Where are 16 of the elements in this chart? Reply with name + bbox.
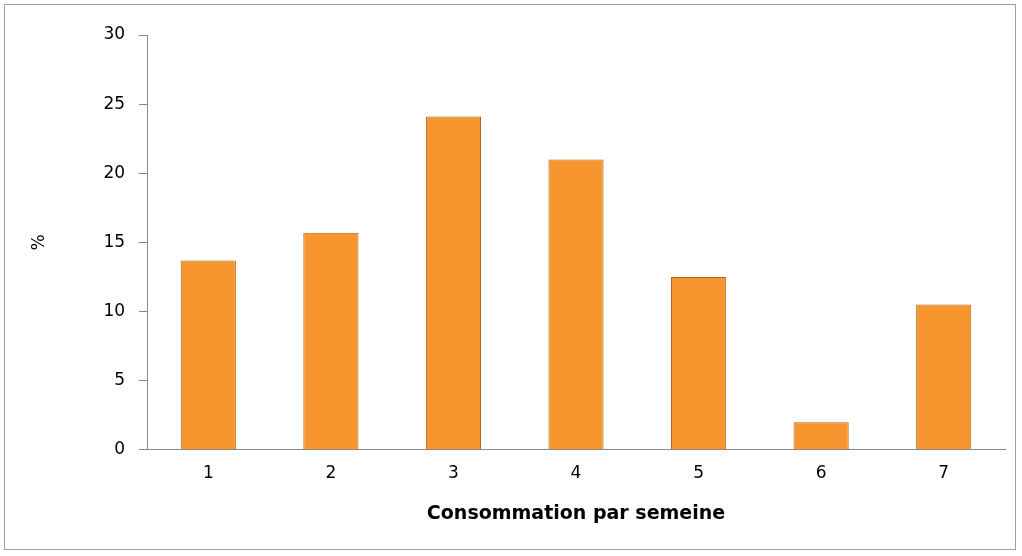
y-axis-title: % xyxy=(27,234,48,251)
x-tick-label: 2 xyxy=(325,462,337,483)
x-tick-label: 5 xyxy=(693,462,704,483)
x-tick-label: 3 xyxy=(448,462,459,483)
y-tick-label: 20 xyxy=(103,161,126,182)
y-tick-label: 25 xyxy=(103,92,126,113)
x-axis-title: Consommation par semeine xyxy=(426,500,726,523)
x-tick-label: 7 xyxy=(938,462,950,483)
y-tick-label: 10 xyxy=(103,299,126,320)
y-tick-label: 15 xyxy=(103,230,126,251)
x-tick-label: 6 xyxy=(815,462,827,483)
x-tick-label: 1 xyxy=(202,462,214,483)
x-tick-label: 4 xyxy=(570,462,582,483)
y-tick-label: 0 xyxy=(114,438,126,459)
y-tick-label: 5 xyxy=(114,369,126,390)
y-tick-label: 30 xyxy=(103,23,126,44)
